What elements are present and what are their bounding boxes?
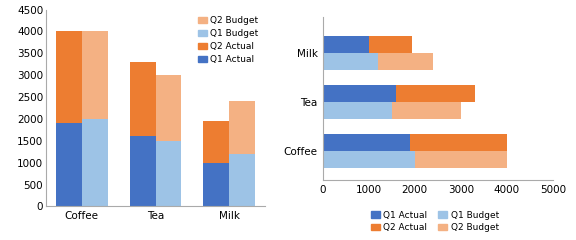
Bar	[130, 62, 156, 136]
Bar	[396, 85, 475, 102]
Bar	[203, 121, 229, 163]
Bar	[82, 119, 108, 206]
Bar	[323, 53, 378, 70]
Bar	[229, 154, 255, 206]
Bar	[156, 75, 181, 141]
Bar	[378, 53, 433, 70]
Bar	[410, 134, 507, 151]
Bar	[369, 36, 412, 53]
Bar	[323, 36, 369, 53]
Bar	[56, 31, 82, 123]
Legend: Q1 Actual, Q2 Actual, Q1 Budget, Q2 Budget: Q1 Actual, Q2 Actual, Q1 Budget, Q2 Budg…	[367, 207, 503, 235]
Bar	[392, 102, 461, 119]
Bar	[415, 151, 507, 168]
Bar	[323, 134, 410, 151]
Bar	[323, 102, 392, 119]
Bar	[229, 102, 255, 154]
Bar	[130, 136, 156, 206]
Bar	[323, 151, 415, 168]
Bar	[323, 85, 396, 102]
Bar	[156, 141, 181, 206]
Bar	[56, 123, 82, 206]
Bar	[203, 163, 229, 206]
Legend: Q2 Budget, Q1 Budget, Q2 Actual, Q1 Actual: Q2 Budget, Q1 Budget, Q2 Actual, Q1 Actu…	[196, 14, 260, 66]
Bar	[82, 31, 108, 119]
